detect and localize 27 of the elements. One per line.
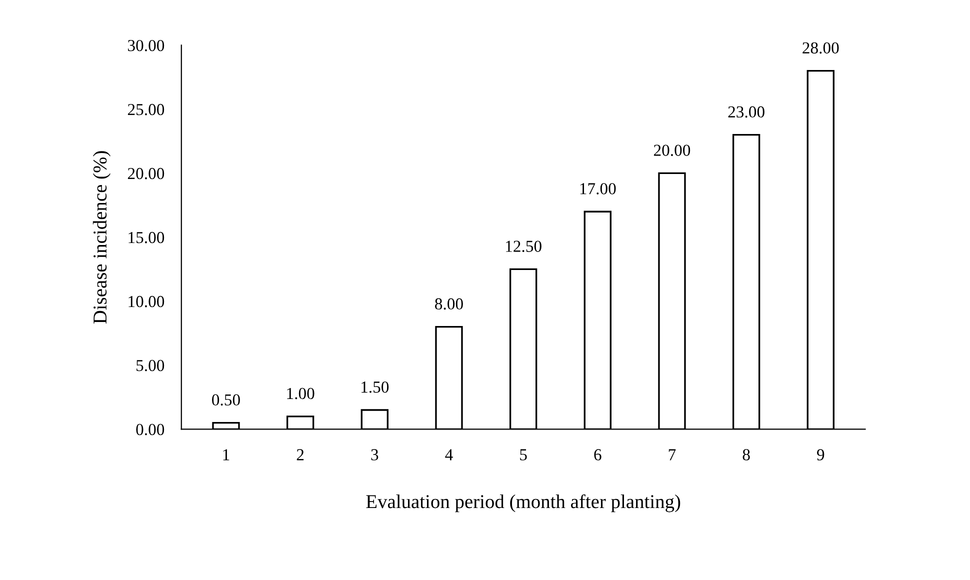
data-label: 20.00 [654, 144, 690, 156]
x-tick-label: 1 [223, 449, 230, 460]
x-axis-title: Evaluation period (month after planting) [366, 494, 680, 512]
data-label: 28.00 [802, 42, 839, 54]
x-tick-label: 9 [817, 449, 824, 460]
y-axis-title: Disease incidence (%) [92, 151, 111, 324]
y-tick-label: 0.00 [136, 424, 164, 436]
x-tick-label: 5 [520, 449, 527, 460]
x-tick-label: 7 [668, 449, 676, 460]
x-tick-label: 6 [594, 449, 602, 460]
data-label: 0.50 [212, 394, 240, 406]
y-tick-label: 30.00 [128, 40, 164, 52]
y-tick-label: 25.00 [128, 104, 164, 116]
x-tick-label: 8 [742, 449, 750, 460]
data-label: 12.50 [506, 240, 542, 252]
data-label: 1.00 [287, 388, 314, 400]
y-tick-label: 20.00 [128, 168, 164, 180]
data-label: 8.00 [435, 298, 463, 310]
data-label: 23.00 [728, 106, 764, 118]
y-tick-label: 15.00 [128, 232, 164, 244]
x-tick-label: 3 [371, 449, 378, 460]
data-label: 1.50 [362, 381, 389, 393]
y-tick-label: 5.00 [136, 360, 164, 372]
data-label: 17.00 [580, 183, 616, 194]
x-tick-label: 2 [296, 449, 304, 460]
y-tick-label: 10.00 [128, 296, 164, 308]
x-tick-label: 4 [445, 449, 453, 460]
